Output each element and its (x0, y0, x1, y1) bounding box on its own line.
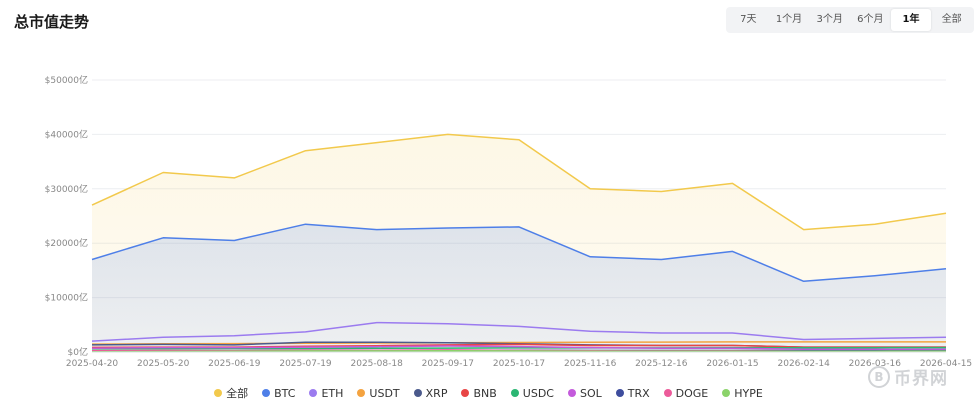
legend-label: HYPE (734, 386, 763, 400)
legend-swatch (567, 389, 576, 397)
range-7d-button[interactable]: 7天 (740, 14, 757, 25)
range-3m-button[interactable]: 3个月 (816, 14, 843, 25)
x-tick-label: 2025-06-19 (208, 359, 261, 369)
x-tick-label: 2025-05-20 (137, 359, 190, 369)
legend-item[interactable]: USDT (357, 385, 400, 401)
legend-label: XRP (425, 386, 448, 400)
range-6m-button[interactable]: 6个月 (857, 14, 884, 25)
legend-item[interactable]: USDC (510, 385, 554, 401)
legend-item[interactable]: BTC (262, 385, 295, 401)
range-1m-button[interactable]: 1个月 (775, 14, 803, 25)
legend-item[interactable]: BNB (461, 385, 497, 401)
legend-swatch (262, 389, 271, 397)
x-tick-label: 2025-12-16 (635, 359, 688, 369)
legend-item[interactable]: SOL (567, 385, 602, 401)
series-line-2 (91, 321, 947, 342)
legend-swatch (461, 389, 470, 397)
legend-label: TRX (627, 386, 650, 400)
watermark-text: 币界网 (894, 369, 948, 389)
legend-label: USDT (369, 386, 400, 400)
x-tick-label: 2025-11-16 (564, 359, 617, 369)
legend-swatch (413, 389, 422, 397)
series-line-10 (91, 350, 947, 353)
legend-label: SOL (579, 386, 602, 400)
legend-swatch (510, 389, 519, 397)
time-range-selector: 7天 1个月 3个月 6个月 1年 全部 (726, 7, 974, 33)
series-line-7 (91, 345, 946, 351)
page-title: 总市值走势 (14, 13, 90, 31)
y-tick-label: $40000亿 (45, 128, 88, 140)
legend-label: 全部 (226, 387, 249, 400)
legend-label: ETH (321, 386, 344, 400)
legend-swatch (214, 389, 223, 397)
x-tick-label: 2025-08-18 (351, 359, 404, 369)
legend-swatch (357, 389, 366, 397)
x-tick-label: 2026-04-15 (920, 359, 972, 369)
chart-legend: 全部 BTC ETH USDT XRP BNB USDC SOL TRX DOGE HYPE (0, 385, 977, 401)
series-line-3 (91, 341, 946, 345)
y-tick-label: $50000亿 (45, 74, 88, 86)
legend-label: USDC (522, 386, 554, 400)
legend-label: DOGE (675, 386, 709, 400)
x-tick-label: 2026-03-16 (849, 359, 902, 369)
legend-swatch (309, 389, 318, 397)
x-tick-label: 2025-10-17 (493, 359, 545, 369)
market-cap-chart: $0亿 $10000亿 $20000亿 $30000亿 $40000亿 $50000亿 20… (45, 74, 973, 369)
legend-swatch (663, 389, 672, 397)
x-tick-label: 2025-09-17 (422, 359, 474, 369)
series-area-1 (92, 224, 946, 352)
y-tick-label: $0亿 (68, 346, 88, 358)
legend-item[interactable]: ETH (309, 385, 343, 401)
legend-item[interactable]: DOGE (663, 385, 709, 401)
series-line-1 (91, 223, 947, 283)
legend-item[interactable]: HYPE (722, 385, 763, 401)
range-all-button[interactable]: 全部 (941, 14, 962, 25)
legend-swatch (615, 389, 624, 397)
y-tick-label: $30000亿 (45, 183, 88, 195)
legend-swatch (722, 389, 731, 397)
series-line-6 (91, 346, 947, 350)
series-line-0 (91, 133, 947, 231)
watermark-icon: B (868, 365, 890, 388)
legend-label: BNB (473, 386, 497, 400)
legend-item[interactable]: XRP (413, 385, 448, 401)
legend-label: BTC (274, 386, 296, 400)
legend-item[interactable]: TRX (615, 385, 650, 401)
range-1y-button[interactable]: 1年 (890, 9, 932, 31)
y-tick-label: $20000亿 (45, 237, 88, 249)
x-tick-label: 2026-02-14 (778, 359, 831, 369)
x-tick-label: 2026-01-15 (706, 359, 758, 369)
legend-item[interactable]: 全部 (214, 385, 248, 401)
x-tick-label: 2025-04-20 (66, 359, 119, 369)
y-tick-label: $10000亿 (45, 292, 88, 304)
x-tick-label: 2025-07-19 (279, 359, 332, 369)
watermark-logo: B 币界网 (868, 364, 948, 389)
